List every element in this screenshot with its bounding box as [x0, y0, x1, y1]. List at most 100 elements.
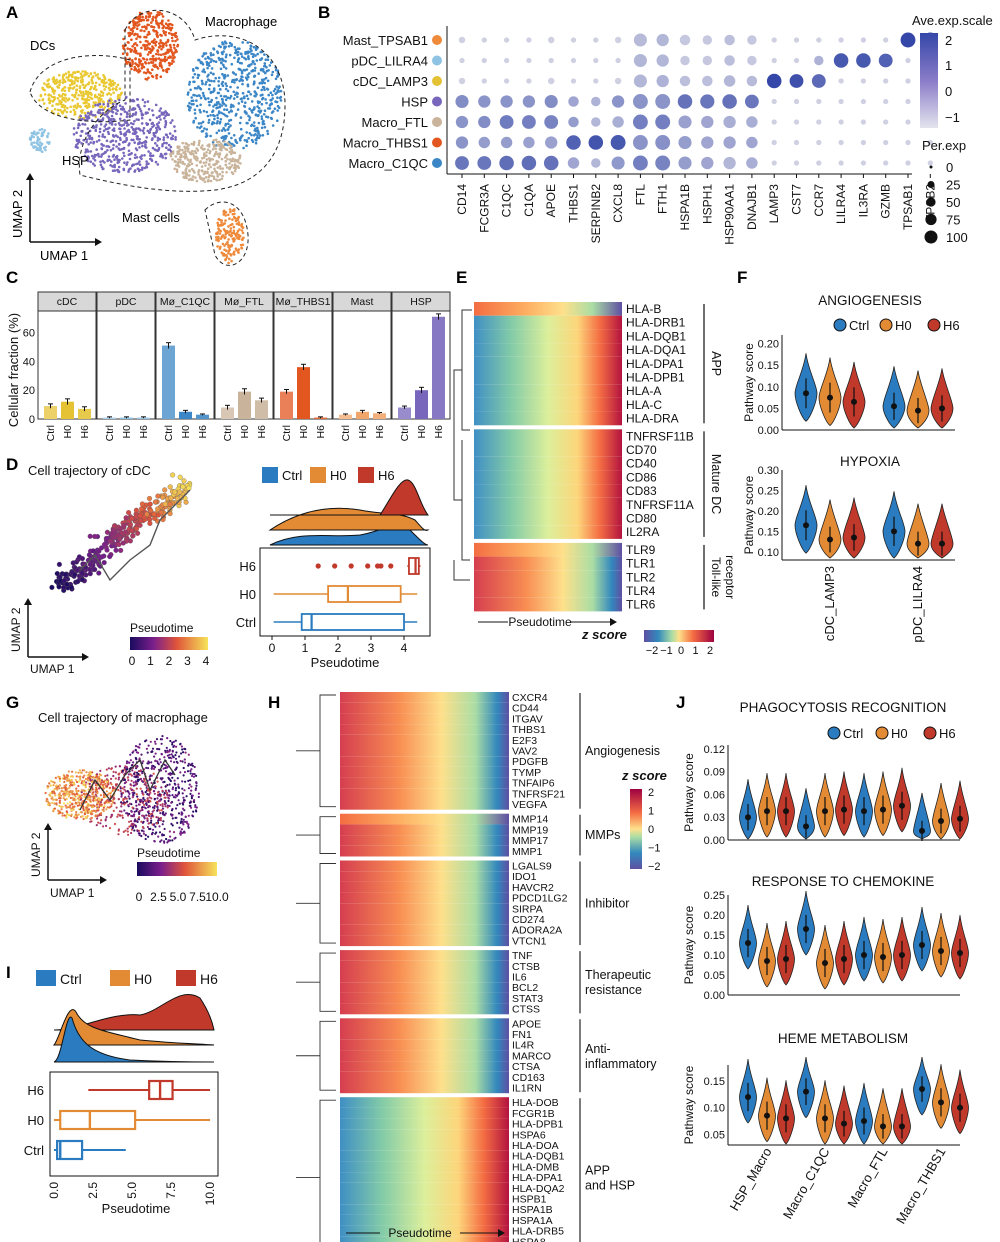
umap-a-point-thbs1 — [128, 34, 132, 37]
umap-a-point-mast — [224, 214, 227, 217]
dotplot-row-color-dot — [432, 96, 442, 107]
macro-point — [61, 812, 64, 815]
umap-a-point-hsp — [86, 127, 90, 130]
umap-a-point-dc — [75, 89, 78, 92]
umap-a-point-mast — [216, 221, 219, 225]
umap-a-point-dc — [64, 72, 68, 75]
macro-point — [83, 790, 86, 793]
macro-point — [150, 774, 153, 777]
umap-a-point-mast — [217, 223, 221, 227]
umap-a-point-pdc — [32, 132, 36, 136]
macro-point — [133, 829, 136, 832]
panel-letter-I: I — [6, 963, 11, 982]
heatmap-h-group-label: APP — [585, 1163, 610, 1177]
barplot-bar — [78, 408, 91, 419]
barplot-facet-label: pDC — [115, 296, 136, 308]
umap-a-point-macro — [222, 112, 225, 116]
umap-a-point-macro — [234, 73, 238, 76]
umap-a-point-macro — [236, 92, 239, 95]
umap-a-point-thbs1 — [151, 48, 154, 52]
violin-j-median — [803, 1088, 809, 1095]
macro-point — [170, 822, 173, 826]
umap-a-point-macro — [220, 61, 223, 65]
umap-a-point-macro — [195, 94, 199, 98]
umap-a-point-macro — [271, 110, 275, 113]
umap-a-point-ftl — [209, 157, 213, 161]
macro-point — [179, 742, 182, 745]
umap-a-point-thbs1 — [135, 37, 138, 40]
umap-a-point-dc — [64, 97, 68, 100]
umap-a-point-thbs1 — [140, 63, 144, 67]
macro-point — [88, 777, 91, 780]
umap-a-point-macro — [216, 116, 220, 120]
umap-a-point-hsp — [76, 146, 79, 149]
macro-point — [135, 800, 138, 803]
macro-point — [170, 809, 174, 812]
umap-a-point-ftl — [186, 158, 190, 161]
umap-a-point-hsp — [100, 155, 103, 158]
umap-a-point-macro — [217, 111, 221, 115]
umap-a-point-hsp — [114, 108, 118, 111]
violin-j-median — [899, 802, 905, 809]
umap-a-point-thbs1 — [155, 14, 159, 17]
macro-point — [153, 740, 157, 743]
umap-a-point-thbs1 — [170, 26, 174, 30]
umap-a-point-macro — [240, 78, 244, 82]
macro-point — [69, 781, 72, 784]
umap-a-point-thbs1 — [121, 52, 125, 55]
umap-a-point-mast — [237, 234, 241, 237]
macro-point — [179, 759, 182, 763]
macro-point — [157, 835, 160, 838]
umap-a-point-thbs1 — [153, 29, 156, 33]
umap-a-point-macro — [201, 91, 205, 95]
umap-a-point-hsp — [140, 116, 144, 120]
umap-a-point-macro — [263, 88, 266, 91]
umap-a-point-macro — [266, 132, 270, 136]
umap-a-point-ftl — [235, 159, 238, 163]
heatmap-h-xlabel: Pseudotime — [388, 1226, 452, 1240]
umap-a-point-macro — [278, 85, 281, 88]
umap-a-point-macro — [268, 104, 272, 107]
dotplot-dot — [679, 34, 691, 46]
umap-a-point-macro — [247, 75, 250, 79]
violin-j-ytick: 0.15 — [704, 1076, 725, 1088]
heatmap-h-legend-tick: 0 — [648, 824, 654, 836]
cdc-point — [62, 571, 68, 578]
dotplot-dot — [723, 115, 736, 129]
umap-a-point-thbs1 — [146, 33, 149, 36]
umap-a-point-thbs1 — [151, 25, 154, 29]
macro-point — [155, 738, 159, 741]
umap-a-point-dc — [55, 78, 58, 82]
violin-j-median — [841, 1120, 847, 1127]
umap-a-point-macro — [224, 60, 227, 63]
dotplot-dot — [570, 57, 577, 64]
dotplot-dot — [591, 96, 601, 107]
umap-a-point-hsp — [98, 127, 102, 131]
umap-a-point-macro — [228, 53, 232, 57]
panel-letter-G: G — [6, 693, 19, 712]
macro-box-xlabel: Pseudotime — [102, 1201, 171, 1216]
umap-a-point-hsp — [131, 132, 135, 135]
umap-a-point-macro — [248, 118, 251, 122]
umap-a-point-ftl — [225, 171, 228, 174]
umap-a-point-thbs1 — [146, 53, 150, 56]
umap-a-point-macro — [244, 101, 247, 104]
umap-a-point-macro — [253, 129, 256, 132]
macro-point — [114, 777, 117, 780]
cdc-box-outlier — [388, 563, 394, 569]
dotplot-gene-label: GZMB — [879, 184, 893, 219]
cdc-point — [87, 566, 93, 572]
dotplot-dot — [793, 57, 800, 64]
macro-point — [134, 820, 137, 823]
macro-point — [55, 798, 58, 801]
umap-a-point-macro — [230, 80, 234, 83]
umap-a-point-thbs1 — [156, 11, 160, 14]
umap-a-point-hsp — [134, 153, 137, 157]
umap-a-point-dc — [116, 83, 120, 87]
umap-a-point-macro — [209, 90, 213, 94]
heatmap-e-legend-tick: 1 — [692, 645, 698, 657]
umap-a-point-thbs1 — [158, 11, 162, 14]
umap-a-point-macro — [204, 135, 208, 138]
umap-a-point-hsp — [163, 116, 166, 120]
umap-a-point-macro — [264, 76, 268, 80]
